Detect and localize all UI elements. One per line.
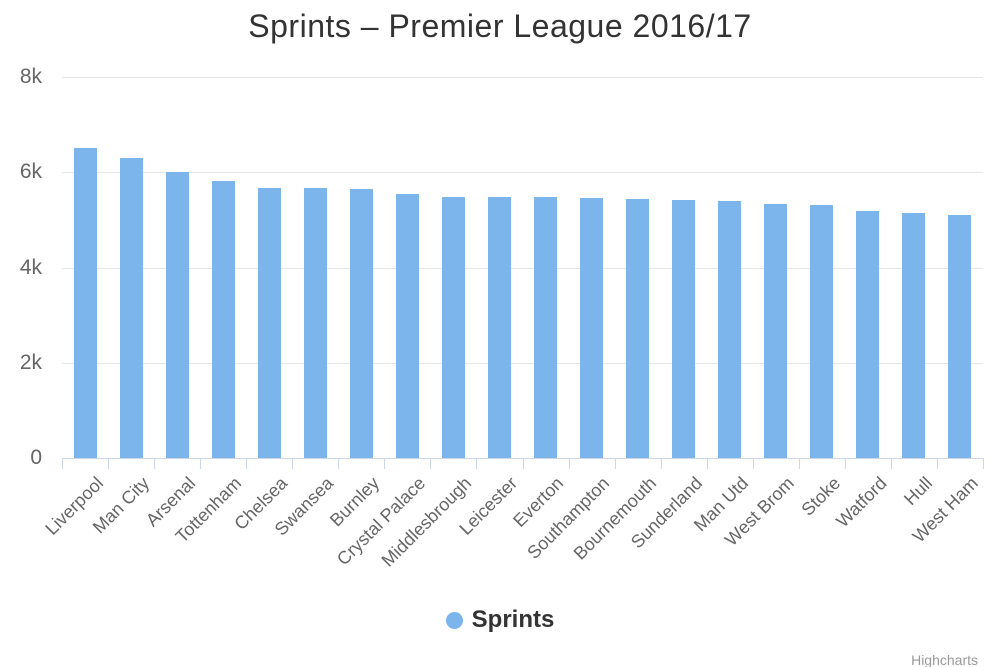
x-axis-tick	[890, 459, 892, 469]
legend: Sprints	[0, 606, 1000, 634]
x-axis-tick	[430, 459, 432, 469]
x-axis-tick	[568, 459, 570, 469]
x-axis-tick	[522, 459, 524, 469]
x-axis-tick	[706, 459, 708, 469]
x-axis-label-hull: Hull	[899, 473, 937, 510]
x-axis-line	[62, 458, 984, 459]
x-axis-tick	[660, 459, 662, 469]
x-axis-tick	[476, 459, 478, 469]
y-axis-label-0: 0	[30, 446, 42, 469]
gridline-4k	[62, 267, 983, 269]
y-axis-label-6k: 6k	[19, 160, 42, 184]
gridline-2k	[62, 362, 983, 364]
bar-man-utd[interactable]	[718, 200, 742, 458]
x-axis-tick	[936, 459, 938, 469]
bar-swansea[interactable]	[303, 188, 327, 458]
bar-bournemouth[interactable]	[626, 198, 650, 458]
bar-everton[interactable]	[534, 197, 558, 458]
x-axis-tick	[983, 459, 984, 469]
x-axis-tick	[614, 459, 616, 469]
bar-west-ham[interactable]	[948, 214, 972, 458]
bar-arsenal[interactable]	[165, 172, 189, 458]
chart-title: Sprints – Premier League 2016/17	[248, 8, 752, 44]
x-axis-tick	[338, 459, 340, 469]
x-axis-tick	[108, 459, 110, 469]
bar-hull[interactable]	[902, 213, 926, 458]
bar-west-brom[interactable]	[764, 203, 788, 458]
x-axis-tick	[384, 459, 386, 469]
legend-item-sprints[interactable]: Sprints	[445, 606, 555, 634]
x-axis-tick	[62, 459, 63, 469]
bar-liverpool[interactable]	[73, 148, 97, 458]
bar-chelsea[interactable]	[257, 187, 281, 458]
gridline-6k	[62, 172, 983, 174]
bar-southampton[interactable]	[580, 197, 604, 458]
x-axis-tick	[844, 459, 846, 469]
legend-label: Sprints	[471, 606, 555, 633]
bar-burnley[interactable]	[349, 188, 373, 458]
x-axis-tick	[798, 459, 800, 469]
x-axis-label-watford: Watford	[831, 473, 891, 532]
legend-marker-icon	[445, 611, 463, 629]
bar-man-city[interactable]	[119, 158, 143, 458]
x-axis-tick	[292, 459, 294, 469]
bar-watford[interactable]	[856, 211, 880, 458]
x-axis-tick	[200, 459, 202, 469]
x-axis-tick	[752, 459, 754, 469]
x-axis-tick	[154, 459, 156, 469]
bar-crystal-palace[interactable]	[395, 193, 419, 458]
bar-tottenham[interactable]	[211, 180, 235, 458]
bar-leicester[interactable]	[487, 197, 511, 458]
bar-middlesbrough[interactable]	[441, 196, 465, 458]
x-axis-tick	[246, 459, 248, 469]
highcharts-credit[interactable]: Highcharts	[911, 652, 978, 667]
bar-sunderland[interactable]	[672, 199, 696, 458]
y-axis-label-2k: 2k	[19, 350, 42, 374]
y-axis-label-8k: 8k	[19, 65, 42, 88]
bar-stoke[interactable]	[810, 204, 834, 458]
y-axis-label-4k: 4k	[19, 255, 42, 279]
gridline-8k	[62, 77, 983, 78]
